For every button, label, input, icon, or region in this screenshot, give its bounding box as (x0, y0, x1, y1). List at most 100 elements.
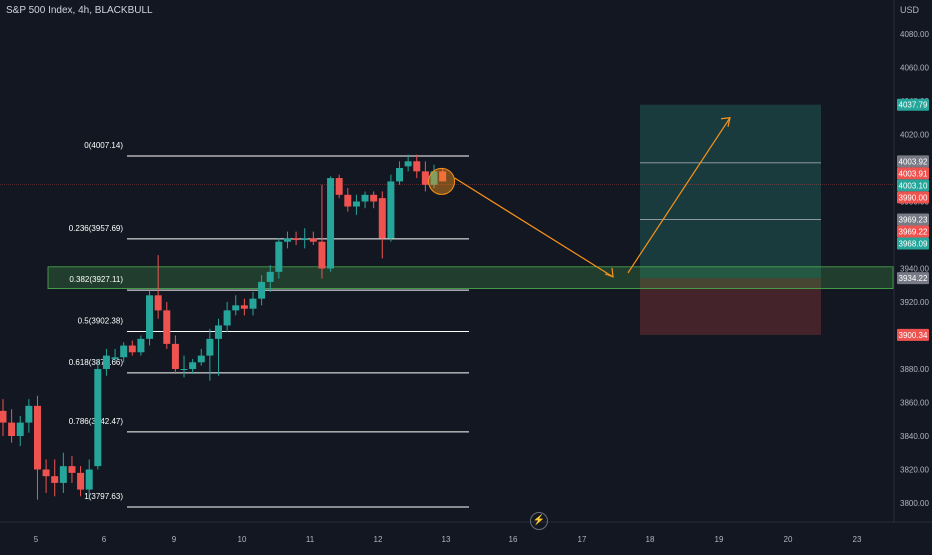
support-zone[interactable] (47, 266, 894, 290)
price-label-text: 3968.09 (899, 240, 928, 249)
candle-body[interactable] (396, 168, 404, 182)
y-tick-label: 3940.00 (900, 265, 929, 274)
x-tick-label: 16 (509, 535, 518, 544)
y-tick-label: 4080.00 (900, 30, 929, 39)
candle-body[interactable] (206, 338, 214, 356)
price-label-text: 3990.00 (899, 193, 928, 202)
x-tick-label: 11 (306, 535, 315, 544)
candle-body[interactable] (318, 241, 326, 269)
candle-body[interactable] (25, 405, 33, 423)
tradingview-logo-icon[interactable]: ⚡ (530, 512, 548, 530)
y-tick-label: 3860.00 (900, 399, 929, 408)
x-tick-label: 10 (238, 535, 247, 544)
candle-body[interactable] (378, 198, 386, 239)
candle-body[interactable] (370, 194, 378, 202)
candle-body[interactable] (404, 161, 412, 167)
x-tick-label: 9 (172, 535, 177, 544)
candle-body[interactable] (344, 194, 352, 207)
projection-arrow-down[interactable] (454, 177, 614, 278)
price-label-badge (897, 272, 929, 285)
price-label-badge (897, 191, 929, 204)
highlight-circle[interactable] (428, 167, 456, 195)
y-tick-label: 4060.00 (900, 64, 929, 73)
candle-body[interactable] (240, 305, 248, 309)
candle-body[interactable] (42, 469, 50, 477)
candle-body[interactable] (128, 345, 136, 353)
x-tick-label: 5 (34, 535, 39, 544)
price-label-badge (897, 179, 929, 192)
price-label-badge (897, 98, 929, 111)
candle-body[interactable] (94, 369, 102, 467)
candle-body[interactable] (154, 295, 162, 311)
candle-body[interactable] (232, 305, 240, 311)
candle-body[interactable] (180, 369, 188, 370)
price-label-text: 3900.34 (899, 331, 928, 340)
candle-body[interactable] (413, 161, 421, 172)
candle-body[interactable] (361, 194, 369, 202)
candle-body[interactable] (335, 178, 343, 195)
arrowhead-up-icon (720, 117, 731, 127)
loss-zone[interactable] (640, 278, 821, 335)
candle-body[interactable] (258, 281, 266, 299)
candle-body[interactable] (102, 355, 110, 369)
candle-body[interactable] (0, 410, 7, 423)
candle-body[interactable] (51, 476, 59, 483)
candle-body[interactable] (59, 466, 67, 483)
candle-body[interactable] (189, 362, 197, 369)
fib-level-label: 0.5(3902.38) (78, 317, 124, 326)
candle-body[interactable] (137, 338, 145, 353)
fib-level-label: 1(3797.63) (84, 492, 123, 501)
x-tick-label: 17 (578, 535, 587, 544)
candle-body[interactable] (266, 271, 274, 282)
candle-body[interactable] (421, 171, 429, 185)
candle-body[interactable] (77, 472, 85, 490)
candle-body[interactable] (111, 357, 119, 359)
y-tick-label: 3800.00 (900, 499, 929, 508)
arrowhead-down-icon (604, 267, 614, 278)
candle-body[interactable] (387, 181, 395, 239)
price-label-text: 3969.23 (899, 216, 928, 225)
fib-level-label: 0.382(3927.11) (69, 275, 123, 284)
price-label-text: 4003.10 (899, 181, 928, 190)
candle-body[interactable] (292, 238, 300, 241)
price-label-text: 3934.22 (899, 274, 928, 283)
candle-body[interactable] (85, 469, 93, 490)
projection-arrow-up[interactable] (627, 117, 731, 274)
candle-body[interactable] (301, 238, 309, 241)
x-tick-label: 18 (646, 535, 655, 544)
candle-body[interactable] (283, 238, 291, 242)
price-label-text: 4003.91 (899, 169, 928, 178)
x-tick-label: 12 (374, 535, 383, 544)
x-tick-label: 6 (102, 535, 107, 544)
x-tick-label: 20 (784, 535, 793, 544)
fib-level-label: 0(4007.14) (84, 141, 123, 150)
candle-body[interactable] (309, 238, 317, 242)
candle-body[interactable] (163, 310, 171, 344)
y-tick-label: 3840.00 (900, 432, 929, 441)
y-tick-label: 3820.00 (900, 466, 929, 475)
candle-body[interactable] (197, 355, 205, 363)
fib-level-label: 0.618(3877.66) (69, 358, 124, 367)
candle-body[interactable] (120, 345, 128, 358)
y-tick-label: 4020.00 (900, 131, 929, 140)
candle-body[interactable] (439, 171, 447, 182)
candle-body[interactable] (430, 171, 438, 185)
price-label-badge (897, 225, 929, 238)
candle-body[interactable] (275, 241, 283, 272)
candle-body[interactable] (16, 422, 24, 436)
candle-body[interactable] (223, 310, 231, 326)
candle-body[interactable] (33, 405, 41, 470)
candle-body[interactable] (8, 422, 16, 436)
candle-body[interactable] (171, 343, 179, 369)
candle-body[interactable] (68, 466, 76, 473)
candle-body[interactable] (352, 201, 360, 207)
chart-title: S&P 500 Index, 4h, BLACKBULL (6, 5, 153, 16)
profit-zone[interactable] (640, 104, 821, 279)
candle-body[interactable] (249, 298, 257, 309)
price-label-badge (897, 213, 929, 226)
candle-body[interactable] (146, 295, 154, 339)
candle-body[interactable] (327, 178, 335, 269)
candle-body[interactable] (215, 325, 222, 339)
